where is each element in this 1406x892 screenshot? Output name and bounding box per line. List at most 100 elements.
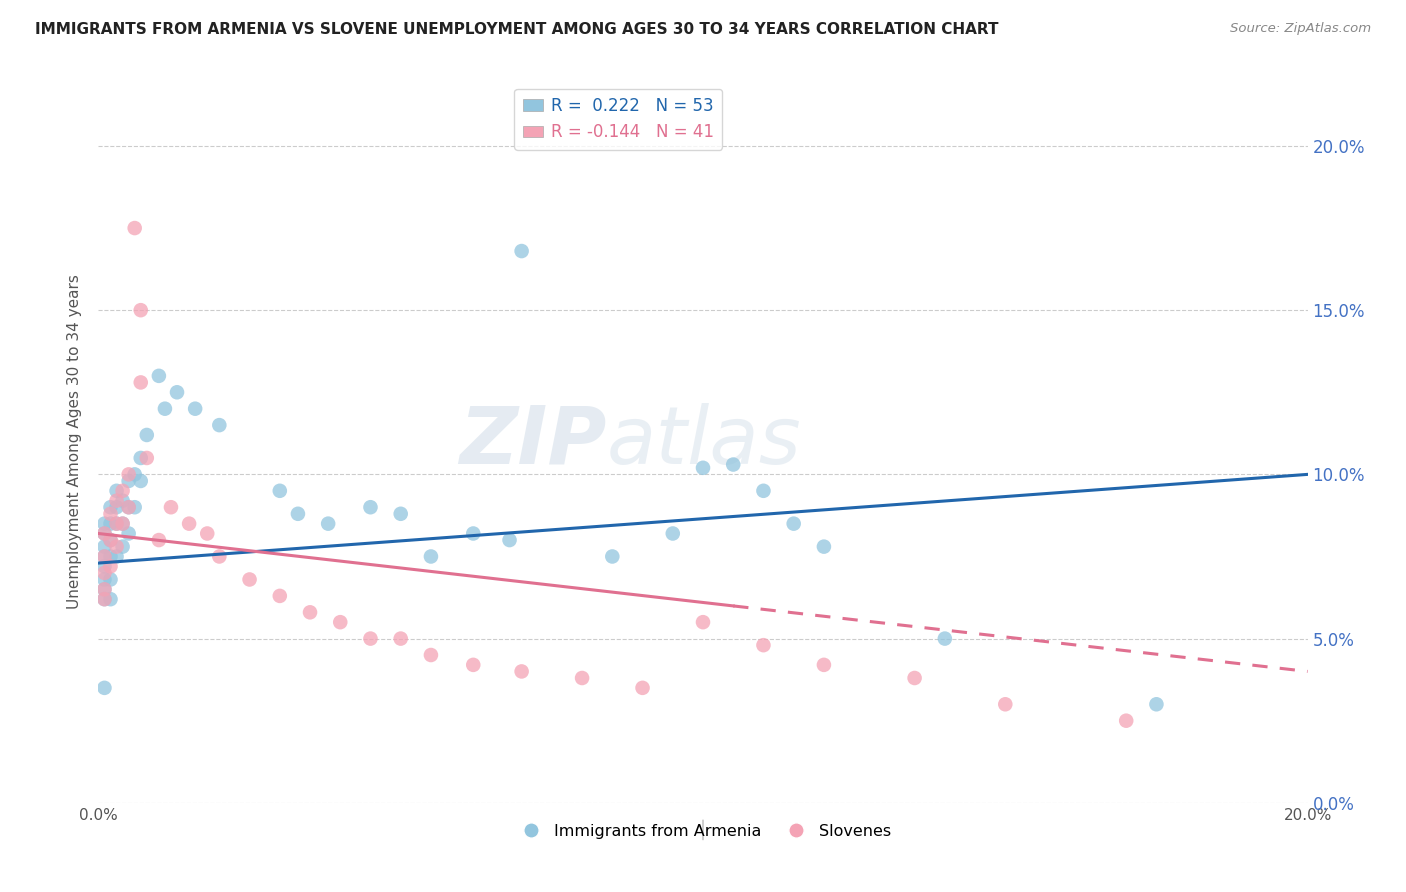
Point	[118, 474, 141, 488]
Point	[463, 657, 485, 672]
Point	[184, 401, 207, 416]
Point	[904, 671, 927, 685]
Point	[692, 460, 714, 475]
Point	[723, 458, 745, 472]
Point	[124, 221, 146, 235]
Point	[100, 573, 122, 587]
Point	[299, 605, 322, 619]
Point	[129, 474, 152, 488]
Point	[105, 483, 128, 498]
Point	[360, 500, 382, 515]
Point	[100, 549, 122, 564]
Point	[813, 540, 835, 554]
Point	[602, 549, 624, 564]
Point	[93, 516, 115, 531]
Point	[420, 648, 443, 662]
Point	[118, 500, 141, 515]
Point	[208, 549, 231, 564]
Point	[752, 638, 775, 652]
Point	[105, 516, 128, 531]
Point	[498, 533, 520, 547]
Point	[100, 533, 122, 547]
Point	[934, 632, 956, 646]
Point	[93, 681, 115, 695]
Point	[100, 533, 122, 547]
Point	[813, 657, 835, 672]
Point	[135, 428, 157, 442]
Point	[93, 526, 115, 541]
Point	[105, 500, 128, 515]
Point	[111, 516, 134, 531]
Point	[153, 401, 176, 416]
Point	[316, 516, 339, 531]
Point	[129, 303, 152, 318]
Point	[752, 483, 775, 498]
Point	[93, 549, 115, 564]
Point	[661, 526, 683, 541]
Point	[111, 493, 134, 508]
Point	[510, 244, 533, 258]
Point	[208, 418, 231, 433]
Point	[360, 632, 382, 646]
Point	[148, 533, 170, 547]
Point	[93, 592, 115, 607]
Point	[269, 483, 291, 498]
Point	[100, 559, 122, 574]
Point	[105, 493, 128, 508]
Legend: Immigrants from Armenia, Slovenes: Immigrants from Armenia, Slovenes	[509, 818, 897, 846]
Point	[160, 500, 183, 515]
Point	[118, 500, 141, 515]
Point	[111, 516, 134, 531]
Point	[100, 592, 122, 607]
Point	[93, 566, 115, 580]
Y-axis label: Unemployment Among Ages 30 to 34 years: Unemployment Among Ages 30 to 34 years	[67, 274, 83, 609]
Point	[420, 549, 443, 564]
Point	[105, 549, 128, 564]
Point	[510, 665, 533, 679]
Point	[118, 526, 141, 541]
Point	[124, 500, 146, 515]
Point	[100, 500, 122, 515]
Point	[389, 507, 412, 521]
Text: Source: ZipAtlas.com: Source: ZipAtlas.com	[1230, 22, 1371, 36]
Point	[129, 376, 152, 390]
Point	[93, 582, 115, 597]
Point	[389, 632, 412, 646]
Point	[93, 549, 115, 564]
Point	[631, 681, 654, 695]
Point	[111, 483, 134, 498]
Point	[994, 698, 1017, 712]
Point	[118, 467, 141, 482]
Point	[269, 589, 291, 603]
Point	[93, 540, 115, 554]
Point	[105, 516, 128, 531]
Point	[129, 450, 152, 465]
Point	[239, 573, 262, 587]
Point	[692, 615, 714, 630]
Point	[100, 507, 122, 521]
Point	[93, 526, 115, 541]
Point	[100, 516, 122, 531]
Point	[195, 526, 218, 541]
Text: ZIP: ZIP	[458, 402, 606, 481]
Point	[1115, 714, 1137, 728]
Point	[463, 526, 485, 541]
Point	[111, 540, 134, 554]
Point	[93, 582, 115, 597]
Point	[166, 385, 188, 400]
Point	[135, 450, 157, 465]
Point	[93, 592, 115, 607]
Point	[783, 516, 806, 531]
Point	[93, 573, 115, 587]
Point	[148, 368, 170, 383]
Point	[179, 516, 201, 531]
Point	[571, 671, 593, 685]
Text: atlas: atlas	[606, 402, 801, 481]
Point	[329, 615, 352, 630]
Point	[93, 559, 115, 574]
Point	[1144, 698, 1167, 712]
Point	[105, 540, 128, 554]
Text: IMMIGRANTS FROM ARMENIA VS SLOVENE UNEMPLOYMENT AMONG AGES 30 TO 34 YEARS CORREL: IMMIGRANTS FROM ARMENIA VS SLOVENE UNEMP…	[35, 22, 998, 37]
Point	[124, 467, 146, 482]
Point	[287, 507, 309, 521]
